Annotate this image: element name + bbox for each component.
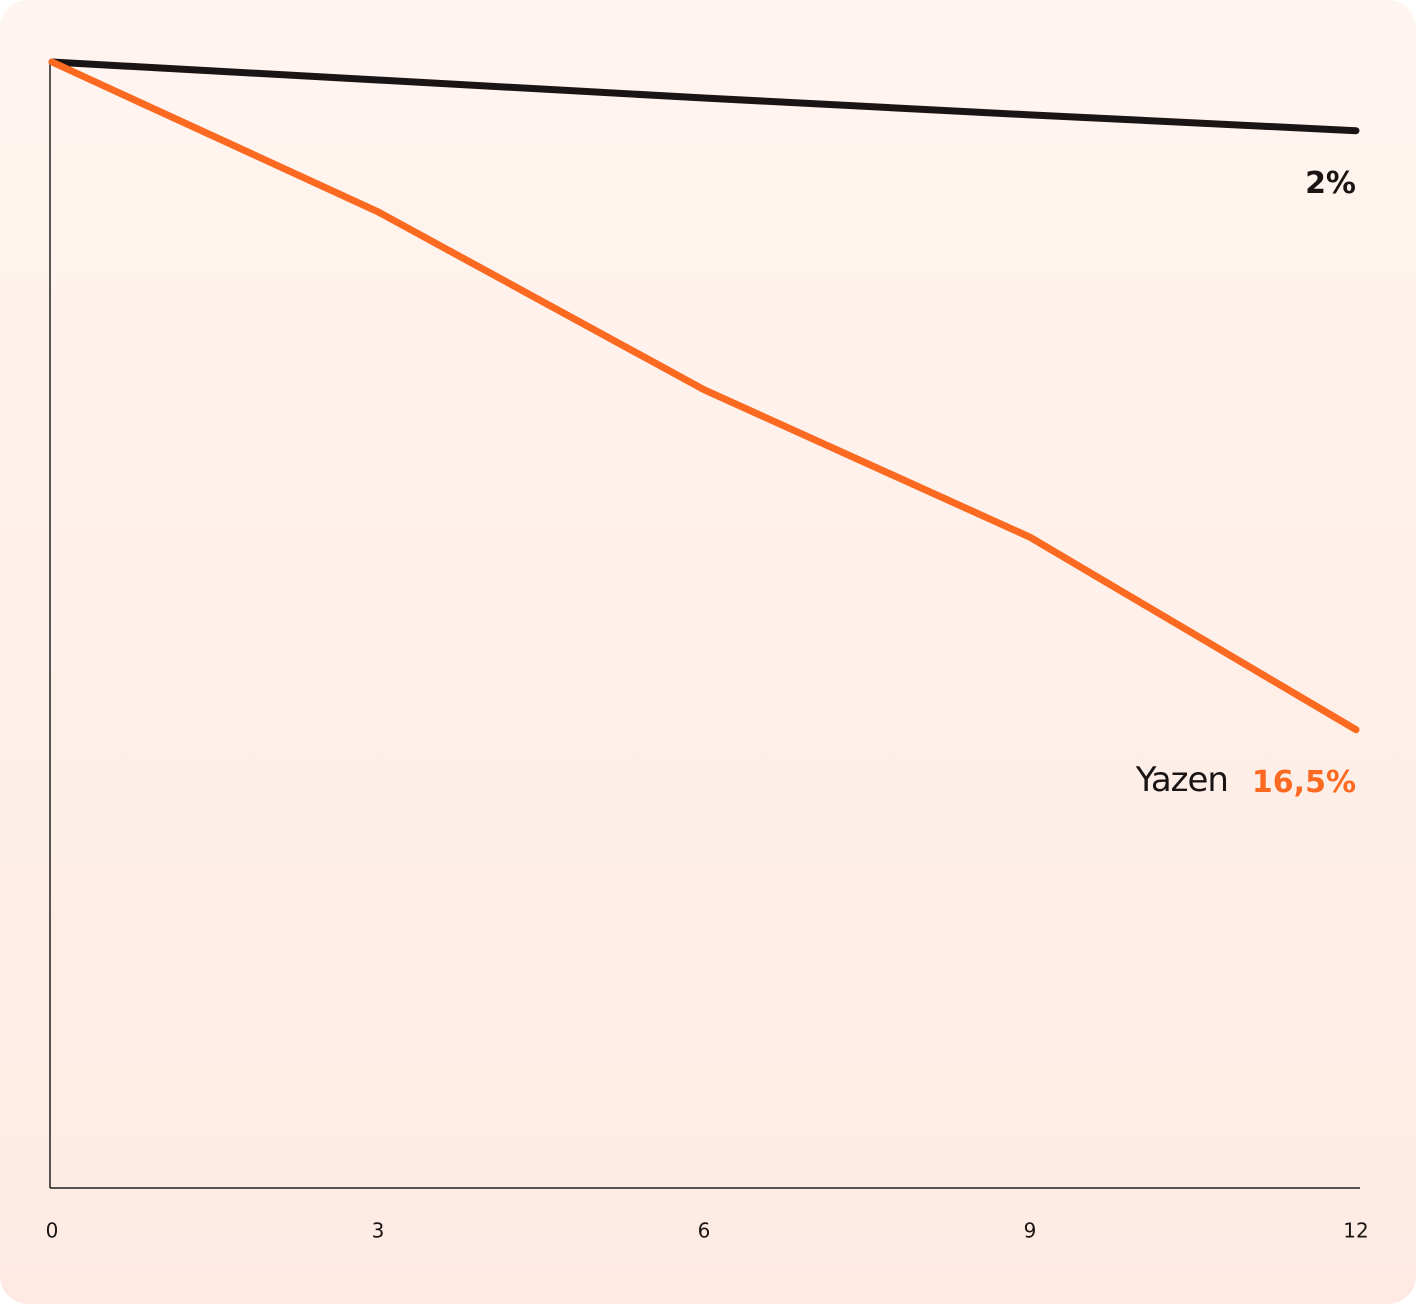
line-series [48, 58, 1360, 734]
legend-label: Yazen [1135, 760, 1228, 800]
end-label: 16,5% [1252, 765, 1356, 800]
x-tick-label: 12 [1343, 1219, 1368, 1243]
line-series [48, 58, 1360, 135]
end-label: 2% [1305, 166, 1356, 201]
x-tick-label: 9 [1024, 1219, 1037, 1243]
x-tick-label: 0 [46, 1219, 59, 1243]
x-tick-label: 6 [698, 1219, 711, 1243]
x-tick-label: 3 [372, 1219, 385, 1243]
